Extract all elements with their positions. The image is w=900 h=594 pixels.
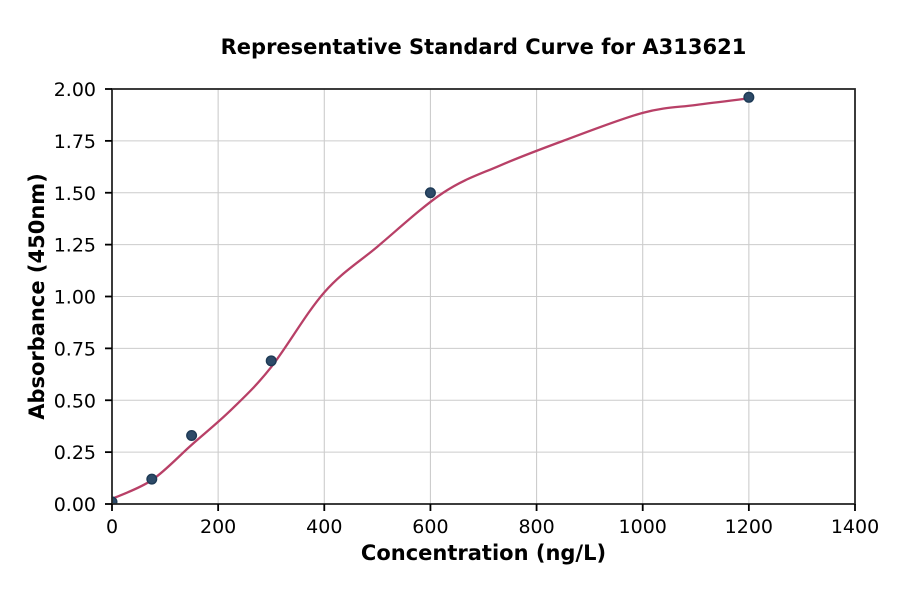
x-tick-label: 0 xyxy=(106,516,118,538)
x-tick-label: 1400 xyxy=(831,516,879,538)
x-tick-label: 1000 xyxy=(619,516,667,538)
data-point-marker xyxy=(186,430,198,442)
y-tick-label: 1.00 xyxy=(54,287,96,309)
y-tick-label: 0.50 xyxy=(54,390,96,412)
x-axis-label: Concentration (ng/L) xyxy=(361,541,606,565)
x-tick-label: 600 xyxy=(412,516,448,538)
fit-curve-line xyxy=(112,97,751,500)
y-tick-label: 0.00 xyxy=(54,494,96,516)
data-point-marker xyxy=(146,473,158,485)
data-point-marker xyxy=(112,496,118,504)
y-tick-label: 0.75 xyxy=(54,338,96,360)
y-axis-label: Absorbance (450nm) xyxy=(25,173,49,420)
data-point-marker xyxy=(743,91,755,103)
x-tick-label: 1200 xyxy=(725,516,773,538)
y-tick-label: 2.00 xyxy=(54,79,96,101)
data-point-marker xyxy=(424,187,436,199)
data-point-marker xyxy=(265,355,277,367)
y-tick-label: 0.25 xyxy=(54,442,96,464)
y-tick-label: 1.75 xyxy=(54,131,96,153)
chart-title: Representative Standard Curve for A31362… xyxy=(221,35,747,59)
x-tick-label: 800 xyxy=(518,516,554,538)
x-tick-label: 400 xyxy=(306,516,342,538)
y-tick-label: 1.25 xyxy=(54,235,96,257)
plot-area: 0 200 400 600 800 1000 1200 1400 0.00 0.25 0.50 0.7… xyxy=(54,79,879,538)
x-tick-label: 200 xyxy=(200,516,236,538)
y-tick-label: 1.50 xyxy=(54,183,96,205)
